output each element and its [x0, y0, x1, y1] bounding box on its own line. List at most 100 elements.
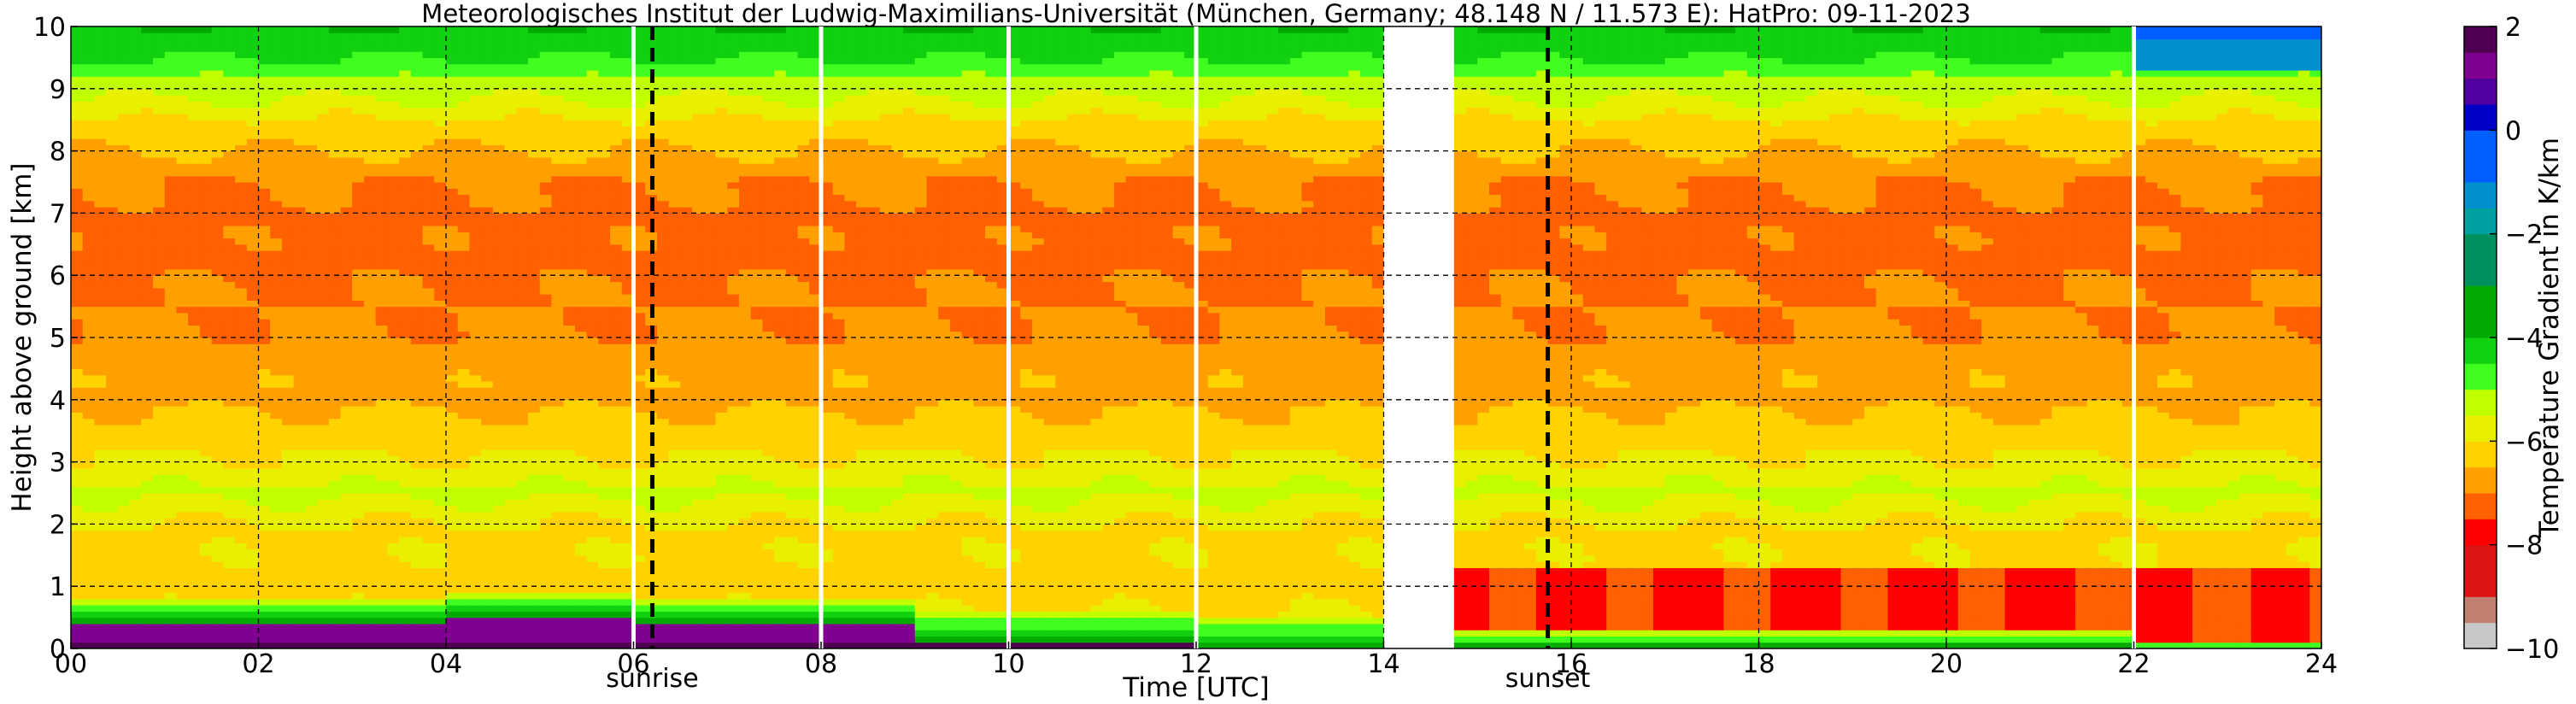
heatmap-cell	[317, 150, 330, 158]
heatmap-cell	[211, 126, 224, 133]
heatmap-cell	[492, 511, 506, 519]
heatmap-cell	[610, 200, 623, 208]
heatmap-cell	[82, 182, 96, 189]
heatmap-cell	[141, 156, 154, 164]
heatmap-cell	[293, 200, 306, 208]
heatmap-cell	[293, 636, 306, 643]
heatmap-cell	[387, 312, 400, 320]
heatmap-cell	[469, 554, 482, 562]
heatmap-cell	[539, 617, 553, 625]
heatmap-cell	[106, 561, 119, 568]
heatmap-cell	[422, 536, 435, 543]
heatmap-cell	[94, 138, 107, 145]
heatmap-cell	[82, 69, 96, 77]
heatmap-cell	[457, 605, 471, 612]
heatmap-cell	[457, 294, 471, 301]
heatmap-cell	[387, 194, 400, 202]
heatmap-cell	[481, 200, 494, 208]
heatmap-cell	[574, 362, 588, 369]
heatmap-cell	[340, 605, 353, 612]
heatmap-cell	[258, 281, 271, 289]
heatmap-cell	[94, 238, 107, 245]
heatmap-cell	[528, 530, 541, 537]
heatmap-cell	[235, 300, 248, 308]
heatmap-cell	[129, 449, 142, 456]
heatmap-cell	[481, 219, 494, 226]
heatmap-cell	[129, 387, 142, 395]
heatmap-cell	[352, 188, 365, 196]
heatmap-cell	[363, 319, 377, 326]
heatmap-cell	[223, 69, 236, 77]
heatmap-cell	[94, 126, 107, 133]
heatmap-cell	[317, 169, 330, 177]
heatmap-cell	[598, 51, 611, 58]
heatmap-cell	[153, 294, 166, 301]
heatmap-cell	[281, 175, 295, 183]
heatmap-cell	[340, 461, 353, 469]
heatmap-cell	[375, 343, 389, 351]
heatmap-cell	[106, 543, 119, 550]
heatmap-cell	[375, 355, 389, 363]
heatmap-cell	[164, 349, 178, 357]
heatmap-cell	[94, 543, 107, 550]
heatmap-cell	[633, 281, 646, 289]
heatmap-cell	[621, 268, 635, 276]
heatmap-cell	[352, 480, 365, 488]
heatmap-cell	[211, 101, 224, 109]
heatmap-cell	[141, 592, 154, 600]
heatmap-cell	[270, 518, 283, 525]
heatmap-cell	[117, 380, 131, 388]
heatmap-cell	[399, 138, 412, 145]
heatmap-cell	[153, 530, 166, 537]
heatmap-cell	[457, 343, 471, 351]
heatmap-cell	[258, 325, 271, 332]
heatmap-cell	[410, 337, 424, 344]
heatmap-cell	[328, 455, 342, 463]
heatmap-cell	[164, 281, 178, 289]
heatmap-cell	[188, 431, 201, 438]
heatmap-cell	[199, 387, 213, 395]
heatmap-cell	[328, 107, 342, 114]
heatmap-cell	[422, 368, 435, 376]
heatmap-cell	[375, 101, 389, 109]
heatmap-cell	[481, 300, 494, 308]
heatmap-cell	[399, 175, 412, 183]
heatmap-cell	[363, 138, 377, 145]
heatmap-cell	[434, 44, 447, 52]
heatmap-cell	[422, 213, 435, 220]
heatmap-cell	[153, 26, 166, 33]
heatmap-cell	[492, 281, 506, 289]
heatmap-cell	[504, 337, 517, 344]
heatmap-cell	[352, 256, 365, 264]
heatmap-cell	[375, 262, 389, 270]
heatmap-cell	[317, 138, 330, 145]
heatmap-cell	[481, 437, 494, 444]
heatmap-cell	[363, 561, 377, 568]
heatmap-cell	[410, 530, 424, 537]
heatmap-cell	[293, 88, 306, 96]
heatmap-cell	[164, 461, 178, 469]
heatmap-cell	[188, 449, 201, 456]
heatmap-cell	[71, 511, 84, 519]
heatmap-cell	[363, 238, 377, 245]
heatmap-cell	[469, 194, 482, 202]
heatmap-cell	[446, 281, 459, 289]
heatmap-cell	[317, 306, 330, 314]
heatmap-cell	[281, 101, 295, 109]
heatmap-cell	[281, 232, 295, 239]
heatmap-cell	[141, 101, 154, 109]
heatmap-cell	[317, 69, 330, 77]
heatmap-cell	[141, 461, 154, 469]
heatmap-cell	[399, 194, 412, 202]
heatmap-cell	[293, 194, 306, 202]
heatmap-cell	[410, 461, 424, 469]
heatmap-cell	[481, 32, 494, 40]
heatmap-cell	[598, 26, 611, 33]
heatmap-cell	[528, 418, 541, 425]
heatmap-cell	[129, 207, 142, 214]
heatmap-cell	[422, 188, 435, 196]
heatmap-cell	[457, 480, 471, 488]
heatmap-cell	[586, 57, 599, 65]
heatmap-cell	[539, 243, 553, 251]
heatmap-cell	[246, 592, 260, 600]
